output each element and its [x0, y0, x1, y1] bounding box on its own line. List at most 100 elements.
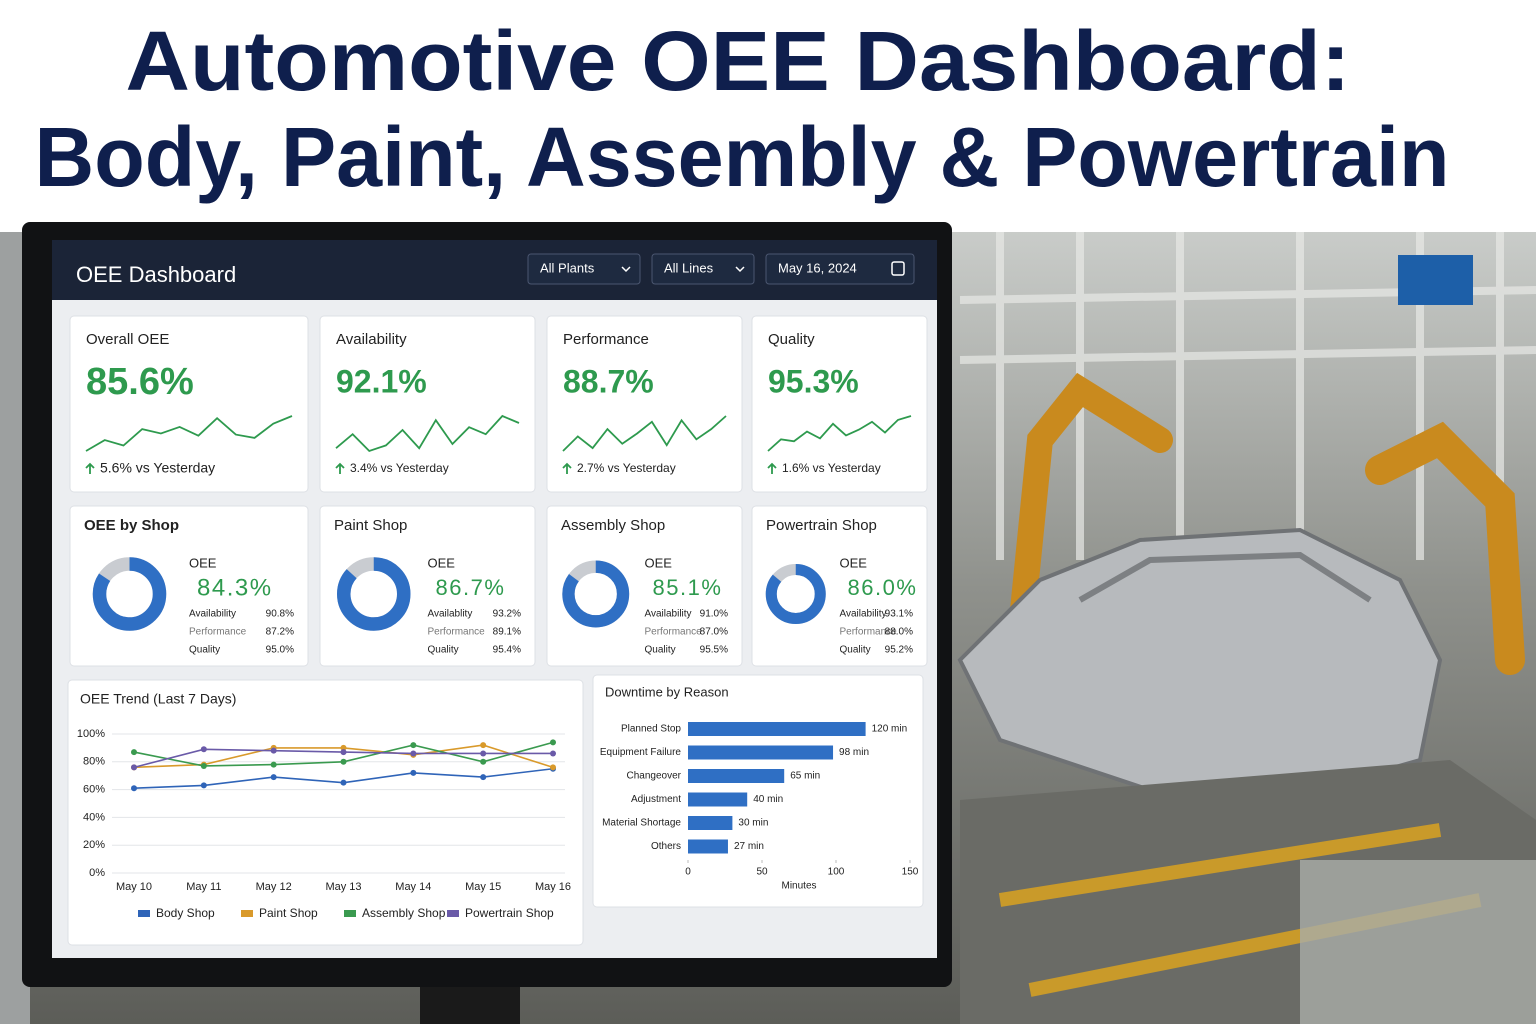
- kpi-label: Quality: [768, 331, 815, 348]
- kpi-change: 1.6% vs Yesterday: [782, 461, 881, 475]
- shop-oee: 85.1%: [653, 575, 723, 600]
- metric-label: Availability: [840, 609, 887, 620]
- x-tick-label: May 11: [186, 881, 221, 893]
- chart-title: OEE Trend (Last 7 Days): [80, 691, 236, 707]
- legend-label: Body Shop: [156, 906, 215, 920]
- trend-point: [480, 758, 487, 765]
- bar-category: Equipment Failure: [600, 747, 682, 758]
- metric-label: Performance: [189, 627, 247, 638]
- y-tick-label: 20%: [83, 839, 105, 851]
- filter-label: May 16, 2024: [778, 260, 857, 275]
- metric-label: Quality: [428, 645, 459, 656]
- donut-arc: [92, 557, 167, 631]
- donut-arc: [562, 560, 630, 628]
- trend-point: [200, 762, 207, 769]
- x-tick-label: May 15: [465, 881, 501, 893]
- sparkline: [85, 415, 293, 452]
- metric-value: 93.1%: [885, 609, 913, 620]
- header-band: [0, 0, 1536, 232]
- calendar-icon: [891, 261, 905, 276]
- legend-swatch: [138, 910, 150, 917]
- y-tick-label: 40%: [83, 811, 105, 823]
- chart-title: Downtime by Reason: [605, 684, 729, 699]
- y-tick-label: 80%: [83, 756, 105, 768]
- metric-label: Availability: [189, 609, 236, 620]
- x-tick-label: 0: [685, 867, 691, 878]
- x-tick-label: 50: [756, 867, 768, 878]
- metric-value: 88.0%: [885, 627, 913, 638]
- kpi-change: 2.7% vs Yesterday: [577, 461, 676, 475]
- headline: Body, Paint, Assembly & Powertrain: [35, 110, 1450, 204]
- trend-point: [410, 769, 417, 776]
- kpi-label: Availability: [336, 331, 407, 348]
- legend-label: Powertrain Shop: [465, 906, 554, 920]
- bar-category: Planned Stop: [621, 724, 681, 735]
- x-tick-label: May 13: [325, 881, 361, 893]
- metric-value: 95.2%: [885, 645, 913, 656]
- metric-value: 95.5%: [700, 645, 728, 656]
- kpi-value: 88.7%: [563, 363, 654, 399]
- bar: [688, 722, 866, 736]
- metric-value: 89.1%: [493, 627, 521, 638]
- headline: Automotive OEE Dashboard:: [126, 14, 1351, 108]
- trend-point: [410, 742, 417, 749]
- bar-value-label: 98 min: [839, 747, 869, 758]
- metric-value: 91.0%: [700, 609, 728, 620]
- shop-oee: 86.7%: [436, 575, 506, 600]
- shop-card: [751, 505, 928, 667]
- bar: [688, 792, 748, 807]
- monitor-stand: [420, 980, 520, 1024]
- metric-value: 93.2%: [493, 609, 521, 620]
- sign: [1398, 255, 1473, 305]
- bar: [688, 769, 785, 783]
- bar: [688, 839, 728, 854]
- kpi-card: [751, 315, 928, 493]
- trend-point: [550, 750, 556, 757]
- metric-value: 95.4%: [493, 645, 521, 656]
- metric-value: 87.0%: [700, 627, 728, 638]
- kpi-label: Performance: [563, 331, 649, 348]
- trend-point: [200, 782, 207, 789]
- legend-swatch: [241, 910, 253, 917]
- fence: [1300, 860, 1536, 1024]
- trend-point: [480, 774, 487, 781]
- bar-value-label: 40 min: [753, 794, 783, 805]
- metric-label: Quality: [840, 645, 871, 656]
- filter-dropdown[interactable]: [765, 253, 915, 285]
- up-arrow-icon: [335, 462, 345, 474]
- metric-label: Performance: [840, 627, 898, 638]
- x-axis-label: Minutes: [781, 881, 816, 892]
- bar-category: Adjustment: [631, 794, 681, 805]
- kpi-change: 3.4% vs Yesterday: [350, 461, 449, 475]
- filter-label: All Lines: [664, 260, 714, 275]
- up-arrow-icon: [767, 462, 777, 474]
- trend-point: [480, 742, 487, 749]
- bar-category: Changeover: [627, 771, 682, 782]
- oee-caption: OEE: [428, 555, 456, 570]
- metric-value: 87.2%: [266, 627, 294, 638]
- shop-title: OEE by Shop: [84, 517, 179, 534]
- filter-dropdown[interactable]: [527, 253, 641, 285]
- y-tick-label: 0%: [89, 867, 105, 879]
- metric-label: Performance: [428, 627, 486, 638]
- robot-arm: [1007, 372, 1173, 653]
- kpi-value: 95.3%: [768, 363, 859, 399]
- bar-category: Others: [651, 841, 681, 852]
- kpi-label: Overall OEE: [86, 331, 169, 348]
- donut-arc: [337, 557, 411, 631]
- x-tick-label: May 16: [535, 881, 571, 893]
- x-tick-label: 100: [828, 867, 845, 878]
- kpi-card: [319, 315, 536, 493]
- trend-point: [200, 746, 207, 753]
- trend-point: [340, 758, 347, 765]
- oee-caption: OEE: [840, 555, 868, 570]
- trend-point: [340, 749, 347, 756]
- bar-value-label: 120 min: [872, 724, 908, 735]
- bar-value-label: 65 min: [790, 771, 820, 782]
- filter-dropdown[interactable]: [651, 253, 755, 285]
- legend-label: Assembly Shop: [362, 906, 446, 920]
- robot-arm: [1365, 421, 1525, 675]
- trend-point: [550, 764, 556, 771]
- kpi-card: [546, 315, 743, 493]
